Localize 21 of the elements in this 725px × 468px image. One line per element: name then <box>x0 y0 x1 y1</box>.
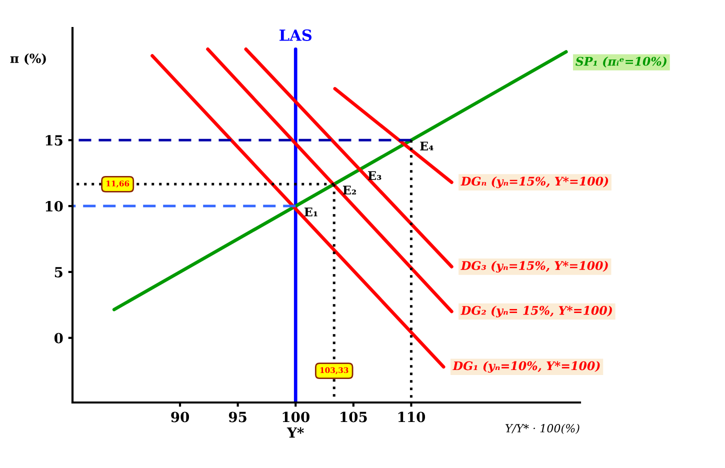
x-axis-title: Y/Y* · 100(%) <box>506 424 580 434</box>
annotation: E₁ <box>304 208 318 216</box>
annotation: E₃ <box>368 171 382 180</box>
series-label: DG₃ (yₙ=15%, Y*=100) <box>460 260 608 272</box>
y-tick-label: 5 <box>54 267 62 278</box>
annotation: E₄ <box>420 142 434 150</box>
series-label: DGₙ (yₙ=15%, Y*=100) <box>460 176 608 188</box>
annotation: E₂ <box>343 186 356 194</box>
series-label: LAS <box>280 29 312 41</box>
y-tick-label: 0 <box>54 332 63 344</box>
x-tick-label: 90 <box>171 412 190 422</box>
x-tick-label: 95 <box>228 412 246 422</box>
series-label: DG₁ (yₙ=10%, Y*=100) <box>452 361 600 373</box>
x-tick-label: 100 Y* <box>282 412 310 438</box>
x-tick-label: 110 <box>398 412 426 422</box>
x-tick-label: 105 <box>340 412 367 422</box>
y-tick-label: 15 <box>46 135 62 146</box>
series-label: SP₁ (πᵢᵉ=10%) <box>576 56 666 68</box>
y-tick-label: 10 <box>46 201 63 212</box>
series-label: DG₂ (yₙ= 15%, Y*=100) <box>460 306 612 318</box>
y-axis-title: π (%) <box>10 53 46 65</box>
